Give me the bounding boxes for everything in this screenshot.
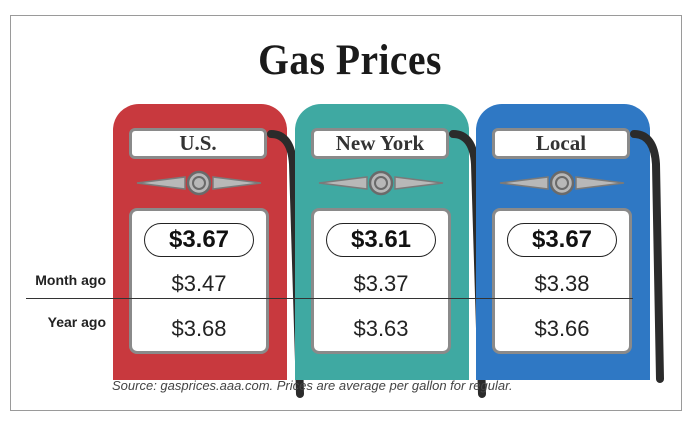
pump-new-york: New York $3.61 $3.37 $3.63: [295, 104, 486, 398]
pump-name-plate: U.S.: [129, 128, 267, 159]
hose-icon: [267, 130, 304, 398]
month-ago-price: $3.38: [534, 271, 590, 296]
price-panel: $3.67 $3.47 $3.68: [129, 208, 269, 354]
hose-icon: [630, 130, 664, 383]
pump-local: Local $3.67 $3.38 $3.66: [476, 104, 664, 383]
nozzle-icon: [318, 170, 444, 196]
year-ago-label: Year ago: [47, 314, 106, 330]
current-price: $3.67: [507, 223, 617, 257]
pump-us: U.S. $3.67 $3.47 $3.68: [113, 104, 304, 398]
nozzle-icon: [136, 170, 262, 196]
chart-title: Gas Prices: [258, 37, 442, 84]
nozzle-icon: [499, 170, 625, 196]
month-ago-price: $3.47: [171, 271, 227, 296]
year-ago-price: $3.68: [171, 316, 227, 341]
year-ago-price: $3.66: [534, 316, 590, 341]
pump-name-plate: New York: [311, 128, 449, 159]
pump-name-plate: Local: [492, 128, 630, 159]
source-note: Source: gasprices.aaa.com. Prices are av…: [112, 378, 513, 393]
month-ago-label: Month ago: [35, 272, 106, 288]
year-ago-price: $3.63: [353, 316, 409, 341]
price-panel: $3.61 $3.37 $3.63: [311, 208, 451, 354]
hose-icon: [449, 130, 486, 398]
price-panel: $3.67 $3.38 $3.66: [492, 208, 632, 354]
current-price: $3.67: [144, 223, 254, 257]
current-price: $3.61: [326, 223, 436, 257]
month-ago-price: $3.37: [353, 271, 409, 296]
row-divider: [26, 298, 633, 299]
